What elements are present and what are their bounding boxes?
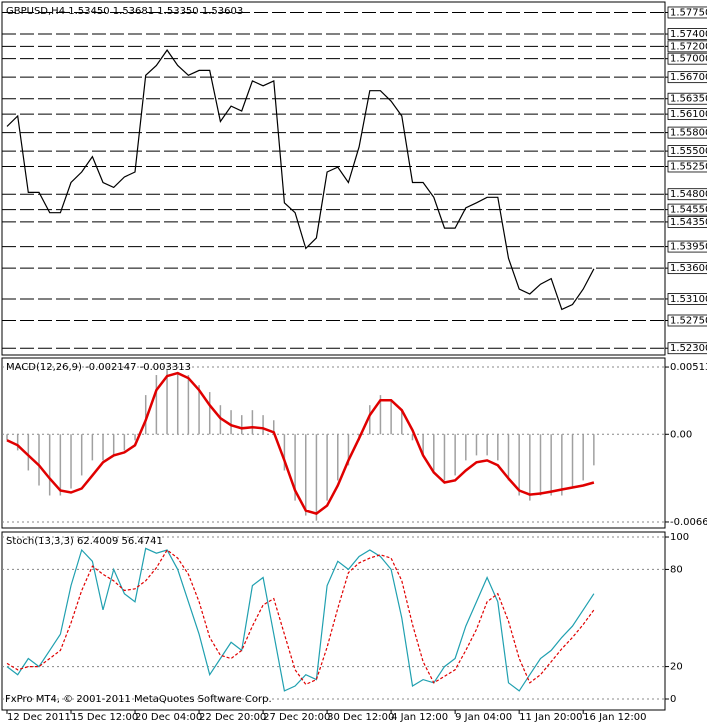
footer: FxPro MT4, © 2001-2011 MetaQuotes Softwa… xyxy=(5,694,272,705)
panel-border xyxy=(1,357,666,529)
y-tick-label: 1.53950 xyxy=(670,242,707,253)
y-tick-box xyxy=(667,145,707,157)
x-tick-label: 11 Jan 20:00 xyxy=(519,712,582,723)
y-tick-label: 1.55800 xyxy=(670,128,707,139)
y-tick-label: 1.54350 xyxy=(670,217,707,228)
panel-title: GBPUSD,H4 1.53450 1.53681 1.53350 1.5360… xyxy=(6,6,243,17)
x-tick-label: 12 Dec 2011 xyxy=(7,712,71,723)
series-line xyxy=(6,547,595,692)
y-tick-label: 1.57200 xyxy=(670,41,707,52)
y-tick-box xyxy=(667,293,707,305)
y-tick-box xyxy=(667,28,707,40)
x-tick-label: 20 Dec 04:00 xyxy=(135,712,202,723)
y-tick-label: 1.53600 xyxy=(670,263,707,274)
y-tick-label: 0.00 xyxy=(670,429,692,440)
y-tick-box xyxy=(667,92,707,105)
y-tick-label: 1.57750 xyxy=(670,7,707,18)
x-tick-label: 9 Jan 04:00 xyxy=(455,712,512,723)
panel-border xyxy=(1,1,666,356)
y-tick-box xyxy=(667,71,707,84)
series-line xyxy=(6,549,595,686)
y-tick-box xyxy=(667,108,707,121)
y-tick-label: 1.57000 xyxy=(670,54,707,65)
y-tick-box xyxy=(667,314,707,327)
y-tick-label: 1.57400 xyxy=(670,29,707,40)
series-line xyxy=(6,49,595,311)
panel-title: Stoch(13,3,3) 62.4009 56.4741 xyxy=(6,536,163,547)
y-tick-label: 1.56350 xyxy=(670,94,707,105)
panel-border xyxy=(1,531,666,711)
y-tick-label: 1.56700 xyxy=(670,72,707,83)
x-tick-label: 4 Jan 12:00 xyxy=(391,712,448,723)
x-tick-label: 30 Dec 12:00 xyxy=(327,712,394,723)
y-tick-label: -0.00669 xyxy=(670,517,707,528)
y-tick-label: 1.53100 xyxy=(670,294,707,305)
y-tick-box xyxy=(667,188,707,201)
y-tick-box xyxy=(667,203,707,216)
y-tick-label: 0.00513 xyxy=(670,362,707,373)
y-tick-box xyxy=(667,6,707,19)
y-tick-label: 80 xyxy=(670,564,683,575)
y-tick-label: 1.52300 xyxy=(670,343,707,354)
y-tick-label: 100 xyxy=(670,532,689,543)
y-tick-box xyxy=(667,126,707,139)
y-tick-box xyxy=(667,40,707,53)
y-tick-box xyxy=(667,262,707,275)
y-tick-box xyxy=(667,240,707,253)
y-tick-box xyxy=(667,52,707,65)
panel-title: MACD(12,26,9) -0.002147 -0.003313 xyxy=(6,362,191,373)
y-tick-box xyxy=(667,216,707,228)
series-line xyxy=(6,371,595,515)
y-tick-label: 1.54550 xyxy=(670,205,707,216)
x-tick-label: 27 Dec 20:00 xyxy=(263,712,330,723)
y-tick-label: 1.52750 xyxy=(670,316,707,327)
y-tick-label: 1.56100 xyxy=(670,109,707,120)
y-tick-box xyxy=(667,160,707,173)
x-tick-label: 16 Jan 12:00 xyxy=(583,712,646,723)
y-tick-label: 1.55250 xyxy=(670,161,707,172)
y-tick-label: 1.55500 xyxy=(670,146,707,157)
y-tick-label: 1.54800 xyxy=(670,189,707,200)
y-tick-label: 0 xyxy=(670,694,676,705)
x-tick-label: 15 Dec 12:00 xyxy=(71,712,138,723)
x-tick-label: 22 Dec 20:00 xyxy=(199,712,266,723)
y-tick-label: 20 xyxy=(670,662,683,673)
y-tick-box xyxy=(667,342,707,355)
